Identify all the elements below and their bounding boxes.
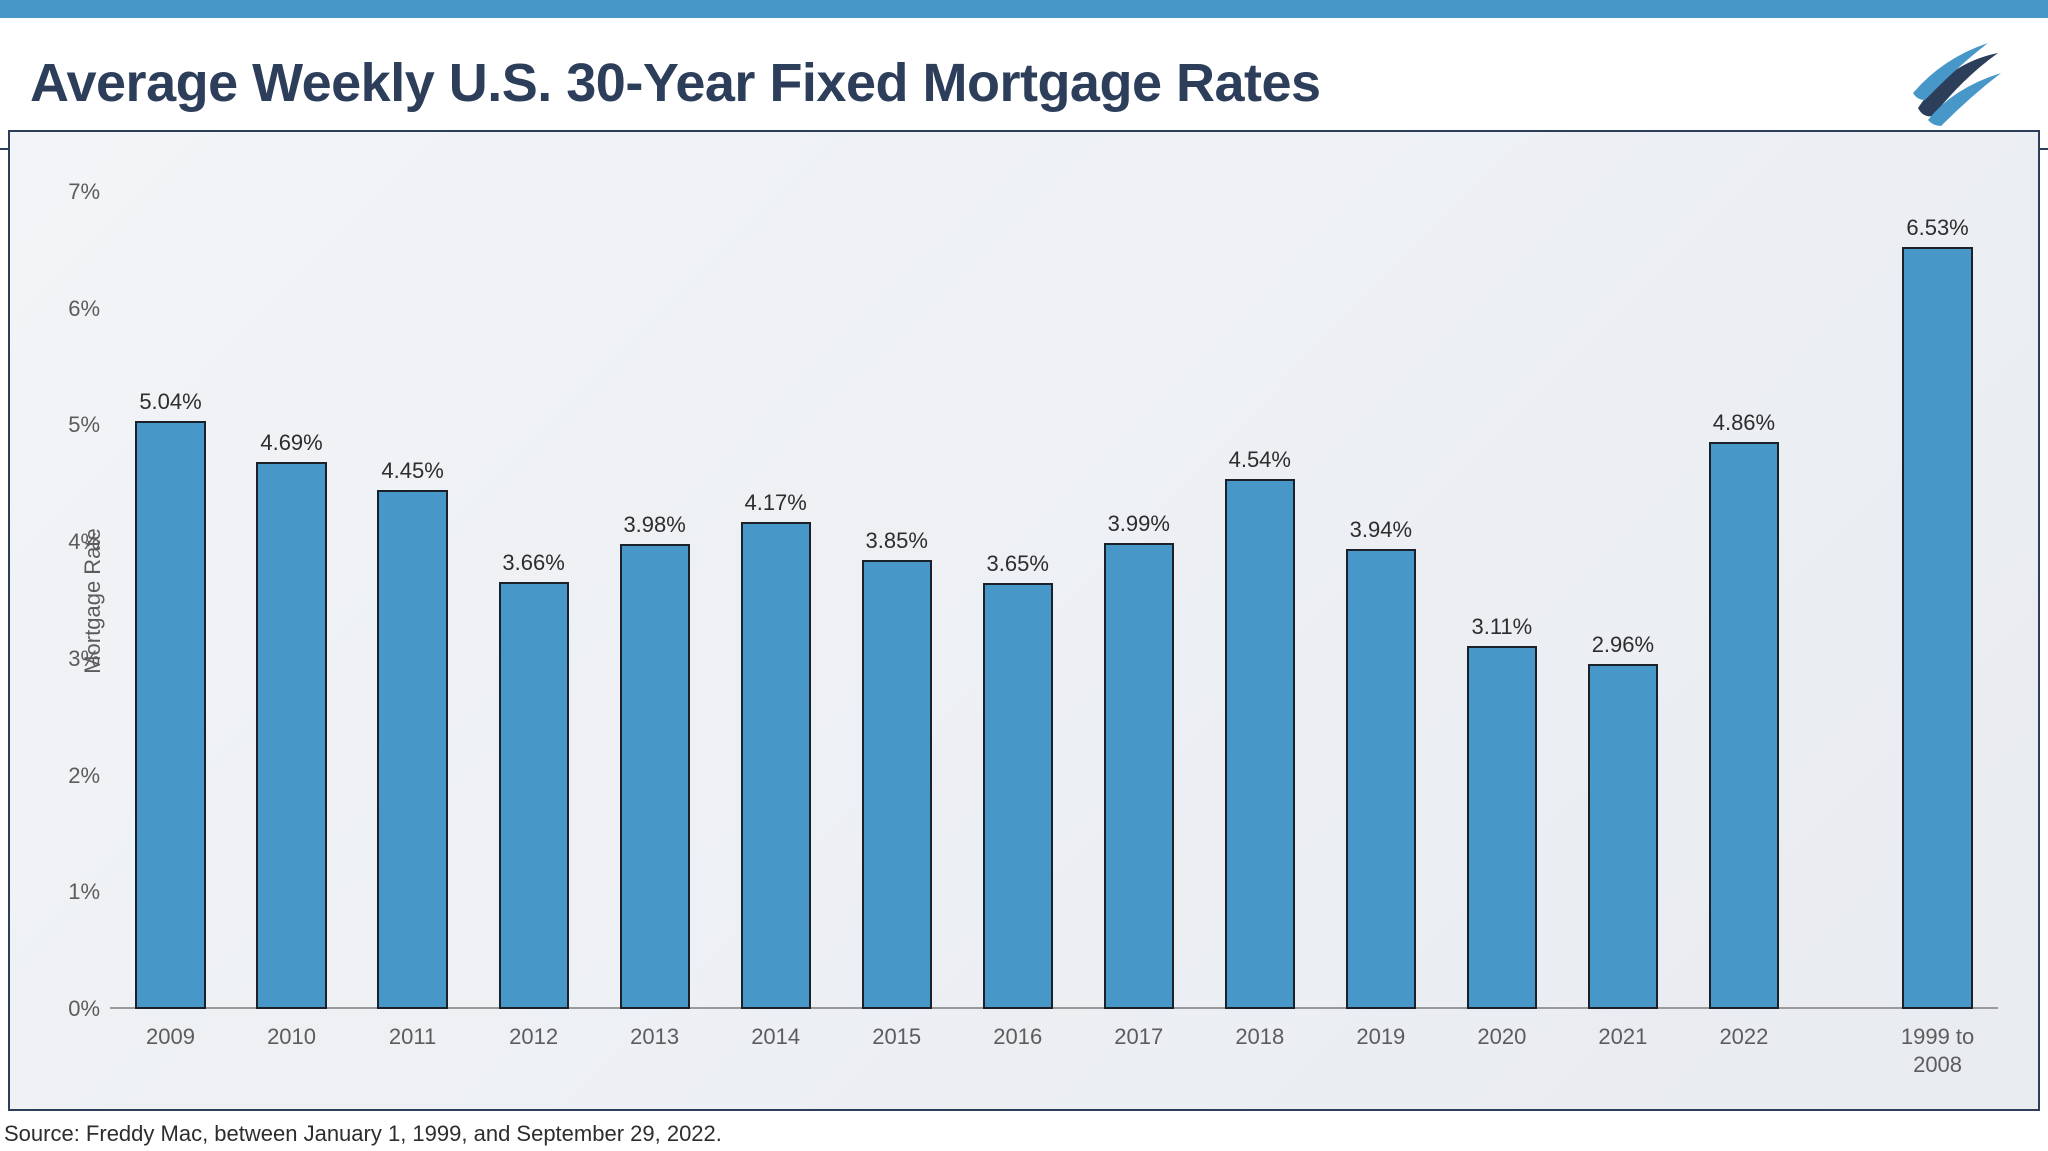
bar: 4.45% xyxy=(377,490,447,1009)
bar: 3.98% xyxy=(620,544,690,1009)
bar-value-label: 3.94% xyxy=(1350,517,1412,543)
bar-slot: 3.85%2015 xyxy=(836,192,957,1009)
bar: 3.66% xyxy=(499,582,569,1009)
y-tick: 1% xyxy=(55,879,100,905)
y-tick: 5% xyxy=(55,412,100,438)
bar-slot: 3.94%2019 xyxy=(1320,192,1441,1009)
x-tick: 2022 xyxy=(1719,1023,1768,1051)
x-tick: 2015 xyxy=(872,1023,921,1051)
bar-slot: 4.54%2018 xyxy=(1199,192,1320,1009)
bar-value-label: 4.86% xyxy=(1713,410,1775,436)
bar-slot: 4.45%2011 xyxy=(352,192,473,1009)
x-tick: 2017 xyxy=(1114,1023,1163,1051)
x-tick: 2019 xyxy=(1356,1023,1405,1051)
bar-value-label: 3.98% xyxy=(623,512,685,538)
bar: 5.04% xyxy=(135,421,205,1009)
bar-slot: 3.98%2013 xyxy=(594,192,715,1009)
y-tick: 3% xyxy=(55,646,100,672)
bar: 3.85% xyxy=(862,560,932,1009)
y-tick: 4% xyxy=(55,529,100,555)
bar-value-label: 2.96% xyxy=(1592,632,1654,658)
bar-slot: 5.04%2009 xyxy=(110,192,231,1009)
bar-slot: 4.86%2022 xyxy=(1683,192,1804,1009)
bar-value-label: 4.45% xyxy=(381,458,443,484)
bar-value-label: 3.65% xyxy=(987,551,1049,577)
y-tick: 2% xyxy=(55,763,100,789)
bar-value-label: 3.85% xyxy=(866,528,928,554)
bar-slot: 3.11%2020 xyxy=(1441,192,1562,1009)
x-tick: 2016 xyxy=(993,1023,1042,1051)
chart-body: Mortgage Rate 0%1%2%3%4%5%6%7% 5.04%2009… xyxy=(8,130,2040,1111)
bar: 2.96% xyxy=(1588,664,1658,1009)
bar-slot: 3.65%2016 xyxy=(957,192,1078,1009)
chart-frame: Average Weekly U.S. 30-Year Fixed Mortga… xyxy=(0,0,2048,1151)
x-tick: 1999 to2008 xyxy=(1901,1023,1974,1078)
x-tick: 2012 xyxy=(509,1023,558,1051)
bar-value-label: 3.66% xyxy=(502,550,564,576)
bar: 3.65% xyxy=(983,583,1053,1009)
bar-value-label: 4.17% xyxy=(744,490,806,516)
bar-container: 5.04%20094.69%20104.45%20113.66%20123.98… xyxy=(110,192,1998,1009)
bar-value-label: 3.99% xyxy=(1108,511,1170,537)
bar-gap xyxy=(1804,192,1877,1009)
bar-value-label: 4.69% xyxy=(260,430,322,456)
brand-logo-icon xyxy=(1898,38,2008,128)
accent-band xyxy=(0,0,2048,18)
x-tick: 2013 xyxy=(630,1023,679,1051)
y-tick: 6% xyxy=(55,296,100,322)
x-tick: 2009 xyxy=(146,1023,195,1051)
bar: 4.17% xyxy=(741,522,811,1009)
x-tick: 2010 xyxy=(267,1023,316,1051)
bar: 3.94% xyxy=(1346,549,1416,1009)
bar-slot: 3.99%2017 xyxy=(1078,192,1199,1009)
x-tick: 2020 xyxy=(1477,1023,1526,1051)
bar-value-label: 4.54% xyxy=(1229,447,1291,473)
source-note: Source: Freddy Mac, between January 1, 1… xyxy=(0,1121,722,1147)
chart-title: Average Weekly U.S. 30-Year Fixed Mortga… xyxy=(30,52,1321,114)
bar-value-label: 3.11% xyxy=(1471,614,1532,640)
x-tick: 2018 xyxy=(1235,1023,1284,1051)
y-tick: 0% xyxy=(55,996,100,1022)
x-tick: 2021 xyxy=(1598,1023,1647,1051)
bar-slot: 2.96%2021 xyxy=(1562,192,1683,1009)
bar: 4.86% xyxy=(1709,442,1779,1009)
bar-slot: 3.66%2012 xyxy=(473,192,594,1009)
plot-area: Mortgage Rate 0%1%2%3%4%5%6%7% 5.04%2009… xyxy=(110,192,1998,1009)
bar-value-label: 5.04% xyxy=(139,389,201,415)
bar: 4.54% xyxy=(1225,479,1295,1009)
x-tick: 2014 xyxy=(751,1023,800,1051)
bar: 4.69% xyxy=(256,462,326,1009)
bar-value-label: 6.53% xyxy=(1906,215,1968,241)
bar-slot: 6.53%1999 to2008 xyxy=(1877,192,1998,1009)
x-tick: 2011 xyxy=(389,1023,436,1051)
bar-slot: 4.69%2010 xyxy=(231,192,352,1009)
bar: 3.11% xyxy=(1467,646,1537,1009)
bar-slot: 4.17%2014 xyxy=(715,192,836,1009)
bar: 3.99% xyxy=(1104,543,1174,1009)
y-tick: 7% xyxy=(55,179,100,205)
bar: 6.53% xyxy=(1902,247,1972,1009)
